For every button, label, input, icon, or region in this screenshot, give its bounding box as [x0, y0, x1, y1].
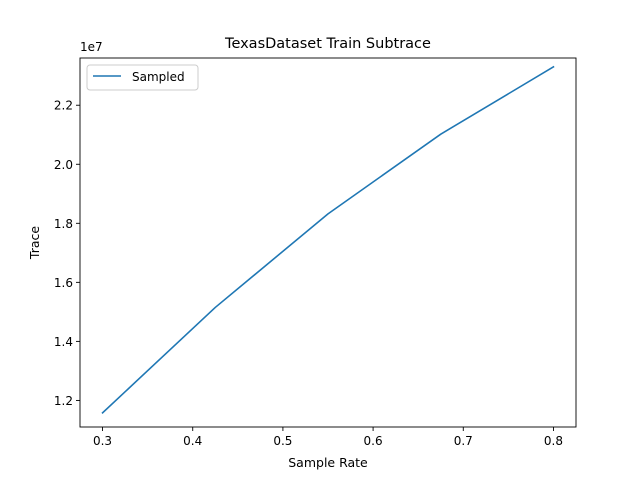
y-axis-multiplier: 1e7 [80, 40, 103, 54]
y-tick-label: 1.2 [54, 394, 73, 408]
x-tick-label: 0.7 [454, 434, 473, 448]
x-tick-label: 0.6 [364, 434, 383, 448]
plot-area [79, 57, 577, 428]
y-tick-label: 1.6 [54, 276, 73, 290]
y-axis-label: Trace [27, 226, 42, 260]
x-tick-label: 0.3 [93, 434, 112, 448]
y-tick-label: 1.8 [54, 217, 73, 231]
axes-frame [79, 57, 577, 428]
x-tick-label: 0.8 [544, 434, 563, 448]
x-tick-label: 0.5 [273, 434, 292, 448]
x-axis-label: Sample Rate [288, 455, 368, 470]
legend: Sampled [86, 64, 199, 91]
series-line-sampled [101, 65, 555, 414]
x-tick-label: 0.4 [183, 434, 202, 448]
legend-label-sampled: Sampled [132, 70, 185, 84]
y-tick-label: 2.0 [54, 158, 73, 172]
y-tick-label: 2.2 [54, 99, 73, 113]
y-tick-label: 1.4 [54, 335, 73, 349]
chart-title: TexasDataset Train Subtrace [224, 36, 431, 52]
legend-frame [86, 64, 199, 91]
axes-ticks: 0.3 0.4 0.5 0.6 0.7 0.8 1.2 1.4 1.6 1.8 2.0 2.2 [54, 99, 563, 448]
